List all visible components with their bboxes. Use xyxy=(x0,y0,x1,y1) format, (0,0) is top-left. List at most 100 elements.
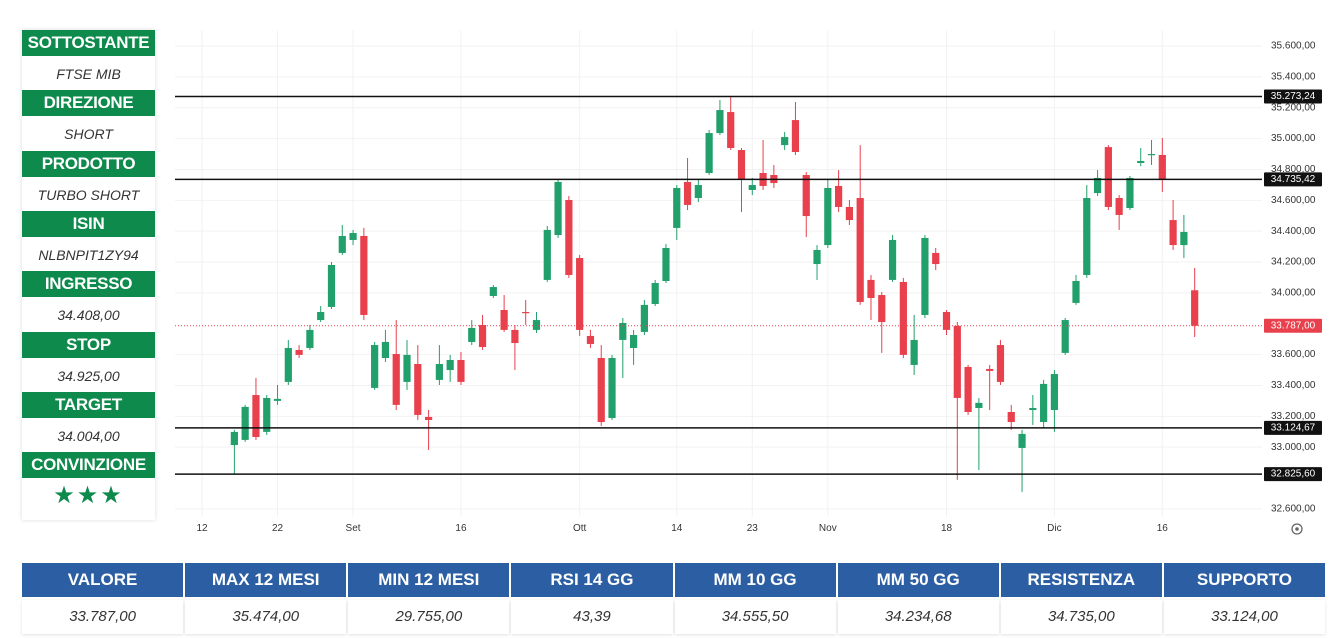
candle-body xyxy=(284,347,292,382)
last-price-label: 33.787,00 xyxy=(1271,320,1316,331)
table-header: MIN 12 MESI xyxy=(348,563,510,597)
candle-body xyxy=(1083,198,1091,275)
candle-body xyxy=(586,335,595,344)
candle-body xyxy=(651,283,659,304)
candle-body xyxy=(737,150,746,180)
candle-body xyxy=(1029,407,1037,410)
candle-body xyxy=(694,185,702,198)
candle-body xyxy=(932,252,940,265)
candle-body xyxy=(705,133,713,174)
table-cell: 34.735,00 xyxy=(1001,600,1162,634)
candle-body xyxy=(835,185,843,207)
candle-body xyxy=(489,287,497,296)
candle-body xyxy=(1126,177,1134,209)
panel-label: SOTTOSTANTE xyxy=(22,30,155,56)
panel-value: 34.925,00 xyxy=(57,367,120,384)
y-tick-label: 34.000,00 xyxy=(1271,288,1316,299)
candle-body xyxy=(813,249,821,265)
level-label-box xyxy=(1264,467,1322,482)
panel-value: NLBNPIT1ZY94 xyxy=(38,246,139,263)
panel-label: DIREZIONE xyxy=(22,90,155,117)
candle-body xyxy=(424,416,433,421)
candle-body xyxy=(1115,198,1123,215)
candle-body xyxy=(565,200,573,275)
panel-value: SHORT xyxy=(64,126,113,143)
y-tick-label: 33.600,00 xyxy=(1271,349,1316,360)
settings-icon[interactable] xyxy=(1291,523,1303,535)
table-cell: 33.124,00 xyxy=(1164,600,1325,634)
panel-value: FTSE MIB xyxy=(56,66,121,82)
candle-body xyxy=(349,233,357,240)
settings-icon-dot xyxy=(1295,527,1299,531)
candle-body xyxy=(791,120,800,153)
y-tick-label: 33.000,00 xyxy=(1271,442,1316,453)
panel-label: STOP xyxy=(22,331,155,358)
x-tick-label: Nov xyxy=(819,523,837,534)
candle-body xyxy=(856,198,864,302)
candle-body xyxy=(921,237,929,315)
candle-body xyxy=(414,364,422,415)
candle-body xyxy=(327,264,336,307)
panel-value: 34.408,00 xyxy=(57,307,120,324)
candle-body xyxy=(1050,374,1059,410)
candle-body xyxy=(1061,320,1069,353)
candle-body xyxy=(295,349,303,355)
table-cell: 33.787,00 xyxy=(22,600,183,634)
candle-body xyxy=(306,329,314,348)
candle-body xyxy=(597,357,605,423)
candle-body xyxy=(1137,160,1145,163)
y-tick-label: 33.400,00 xyxy=(1271,380,1316,391)
candle-body xyxy=(1104,147,1112,207)
candle-body xyxy=(1018,433,1026,448)
x-tick-label: 12 xyxy=(196,523,208,534)
last-price-box xyxy=(1264,318,1322,333)
table-header: RESISTENZA xyxy=(1000,563,1162,597)
table-header: MAX 12 MESI xyxy=(185,563,347,597)
candle-body xyxy=(716,110,724,134)
candle-body xyxy=(1040,383,1048,423)
candle-body xyxy=(640,304,648,332)
candle-body xyxy=(1007,411,1015,423)
candle-body xyxy=(446,360,454,371)
candle-body xyxy=(964,366,972,412)
level-label: 33.124,67 xyxy=(1271,423,1316,434)
panel-label: CONVINZIONE xyxy=(22,452,155,479)
panel-value: 34.004,00 xyxy=(57,427,120,444)
panel-label: INGRESSO xyxy=(22,271,155,298)
table-cell: 43,39 xyxy=(511,600,672,634)
y-tick-label: 34.400,00 xyxy=(1271,226,1316,237)
level-label: 35.273,24 xyxy=(1271,91,1316,102)
level-label: 32.825,60 xyxy=(1271,469,1316,480)
candle-body xyxy=(392,353,400,405)
x-tick-label: Set xyxy=(346,523,361,534)
candle-body xyxy=(888,239,897,280)
candle-body xyxy=(662,247,670,282)
candle-body xyxy=(511,329,519,344)
candle-body xyxy=(241,406,249,440)
candle-body xyxy=(910,339,918,365)
candle-body xyxy=(317,312,325,321)
stats-table: VALORE MAX 12 MESI MIN 12 MESI RSI 14 GG MM … xyxy=(22,563,1327,634)
candle-body xyxy=(867,279,875,298)
table-cell: 34.234,68 xyxy=(838,600,999,634)
table-header: MM 50 GG xyxy=(837,563,999,597)
candle-body xyxy=(500,310,508,330)
level-label-box xyxy=(1264,89,1322,104)
candle-body xyxy=(435,364,443,380)
candle-body xyxy=(781,137,789,146)
y-tick-label: 35.600,00 xyxy=(1271,41,1316,52)
table-header-row: VALORE MAX 12 MESI MIN 12 MESI RSI 14 GG MM … xyxy=(22,563,1327,597)
candle-body xyxy=(748,185,756,190)
panel-label: TARGET xyxy=(22,391,155,418)
candle-body xyxy=(619,322,627,340)
candle-body xyxy=(1093,177,1102,194)
candle-body xyxy=(403,354,411,382)
y-tick-label: 34.200,00 xyxy=(1271,257,1316,268)
panel-label: PRODOTTO xyxy=(22,150,155,177)
candle-body xyxy=(230,431,238,446)
y-tick-label: 35.200,00 xyxy=(1271,102,1316,113)
candle-body xyxy=(522,312,530,314)
y-tick-label: 33.200,00 xyxy=(1271,411,1316,422)
level-label: 34.735,42 xyxy=(1271,174,1316,185)
candle-body xyxy=(802,175,810,217)
